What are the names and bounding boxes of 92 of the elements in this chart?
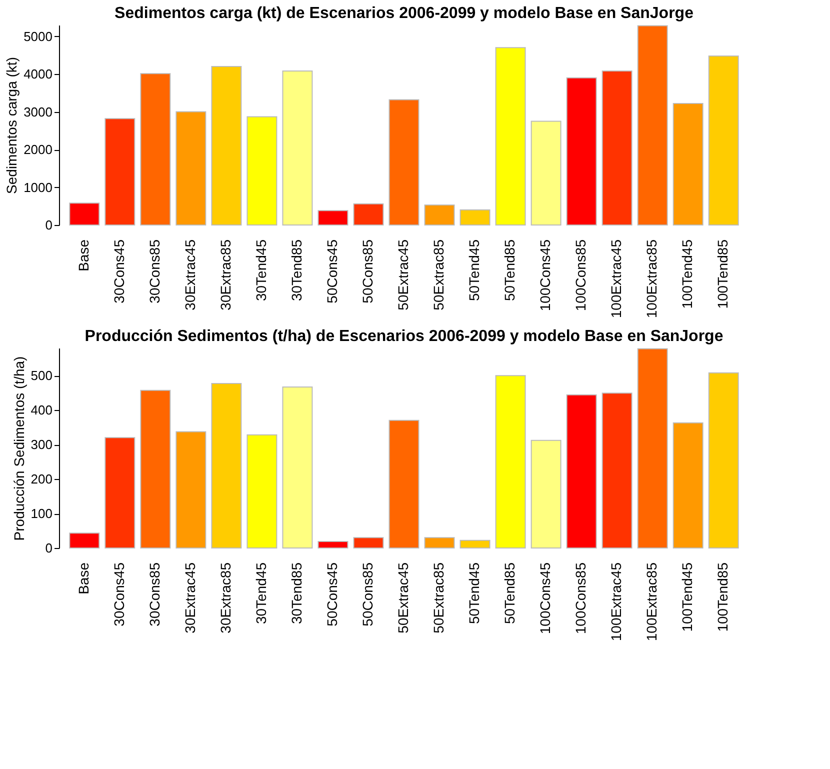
- bar: [530, 440, 562, 548]
- x-tick-label: 100Extrac45: [608, 239, 624, 318]
- bar: [424, 204, 455, 226]
- bar: [211, 383, 242, 548]
- x-tick-label: 100Cons45: [537, 562, 554, 634]
- x-tick-label: 100Tend45: [679, 562, 696, 632]
- bar: [566, 394, 597, 548]
- bar: [282, 386, 313, 548]
- bar: [69, 532, 100, 548]
- y-tick-label: 4000: [24, 66, 52, 82]
- x-tick-label: 100Tend85: [714, 239, 731, 309]
- bar: [318, 210, 348, 226]
- bar: [460, 209, 490, 226]
- x-tick-label: 30Cons45: [110, 239, 127, 304]
- x-tick-label: 100Tend85: [714, 562, 731, 632]
- bar: [388, 99, 420, 226]
- y-tick-label: 0: [45, 540, 52, 556]
- y-tick-label: 0: [45, 218, 52, 232]
- y-tick-label: 3000: [24, 104, 52, 120]
- x-tick-label: 30Cons45: [110, 562, 127, 626]
- x-tick-label: 100Extrac85: [644, 239, 660, 318]
- bar: [69, 202, 100, 226]
- bar: [495, 375, 526, 548]
- x-tick-label: 50Cons45: [324, 239, 340, 304]
- x-tick-label: 50Extrac85: [430, 562, 447, 634]
- x-tick-label: 30Tend85: [288, 239, 304, 302]
- chart-title: Producción Sedimentos (t/ha) de Escenarios 2006-2099 y modelo Base en SanJorge: [84, 328, 724, 345]
- bar: [708, 372, 739, 548]
- x-tick-label: 100Cons85: [572, 239, 589, 312]
- x-tick-label: 30Cons85: [146, 239, 162, 304]
- x-tick-label: 50Extrac45: [395, 562, 411, 634]
- x-tick-label: 50Tend85: [502, 239, 518, 302]
- bar: [566, 77, 597, 226]
- bar: [424, 537, 455, 548]
- y-tick-label: 200: [30, 472, 52, 487]
- y-tick-label: 100: [30, 506, 52, 522]
- x-tick-label: 30Extrac45: [182, 239, 198, 310]
- x-tick-label: Base: [75, 239, 92, 272]
- bar: [602, 70, 632, 226]
- y-tick-label: 5000: [24, 28, 52, 44]
- bar: [176, 111, 206, 226]
- x-tick-label: 50Extrac45: [395, 239, 411, 310]
- bar: [176, 431, 206, 548]
- chart-title: Sedimentos carga (kt) de Escenarios 2006-2099 y modelo Base en SanJorge: [114, 5, 694, 22]
- bar: [637, 25, 668, 226]
- bar: [211, 66, 242, 226]
- bar: [672, 102, 704, 226]
- bar: [602, 392, 632, 548]
- x-tick-label: 50Extrac85: [430, 239, 447, 310]
- x-tick-label: 30Extrac85: [217, 239, 234, 310]
- y-tick-label: 2000: [24, 142, 52, 158]
- bar: [637, 348, 668, 548]
- bar: [140, 73, 171, 226]
- x-tick-label: 100Extrac85: [644, 562, 660, 642]
- y-tick-label: 1000: [24, 180, 52, 195]
- bar: [246, 116, 278, 226]
- x-tick-label: 30Tend85: [288, 562, 304, 624]
- x-tick-label: 30Cons85: [146, 562, 162, 626]
- bar: [104, 437, 136, 548]
- bar: [353, 537, 384, 548]
- bar: [282, 70, 313, 226]
- x-tick-label: 50Tend45: [466, 239, 482, 302]
- x-tick-label: Base: [75, 562, 92, 594]
- bar: [318, 540, 348, 548]
- x-tick-label: 100Cons45: [537, 239, 554, 312]
- x-tick-label: 30Extrac85: [217, 562, 234, 634]
- bar: [104, 118, 136, 226]
- x-tick-label: 100Tend45: [679, 239, 696, 309]
- x-tick-label: 50Cons45: [324, 562, 340, 626]
- bar: [353, 203, 384, 226]
- x-tick-label: 30Tend45: [252, 239, 269, 302]
- bar: [672, 422, 704, 548]
- x-tick-label: 100Cons85: [572, 562, 589, 634]
- bar: [388, 420, 420, 548]
- bar: [246, 434, 278, 548]
- y-tick-label: 500: [30, 368, 52, 384]
- x-tick-label: 30Extrac45: [182, 562, 198, 634]
- bar: [530, 120, 562, 226]
- bar: [708, 55, 739, 226]
- bar: [460, 540, 490, 548]
- y-tick-label: 300: [30, 437, 52, 452]
- x-tick-label: 50Tend85: [502, 562, 518, 624]
- x-tick-label: 50Cons85: [359, 239, 376, 304]
- bar: [140, 390, 171, 548]
- x-tick-label: 50Cons85: [359, 562, 376, 626]
- y-axis-title: Sedimentos carga (kt): [4, 57, 20, 194]
- x-tick-label: 30Tend45: [252, 562, 269, 624]
- bar: [495, 47, 526, 226]
- x-tick-label: 50Tend45: [466, 562, 482, 624]
- x-tick-label: 100Extrac45: [608, 562, 624, 642]
- y-tick-label: 400: [30, 402, 52, 418]
- y-axis-title: Producción Sedimentos (t/ha): [10, 356, 27, 541]
